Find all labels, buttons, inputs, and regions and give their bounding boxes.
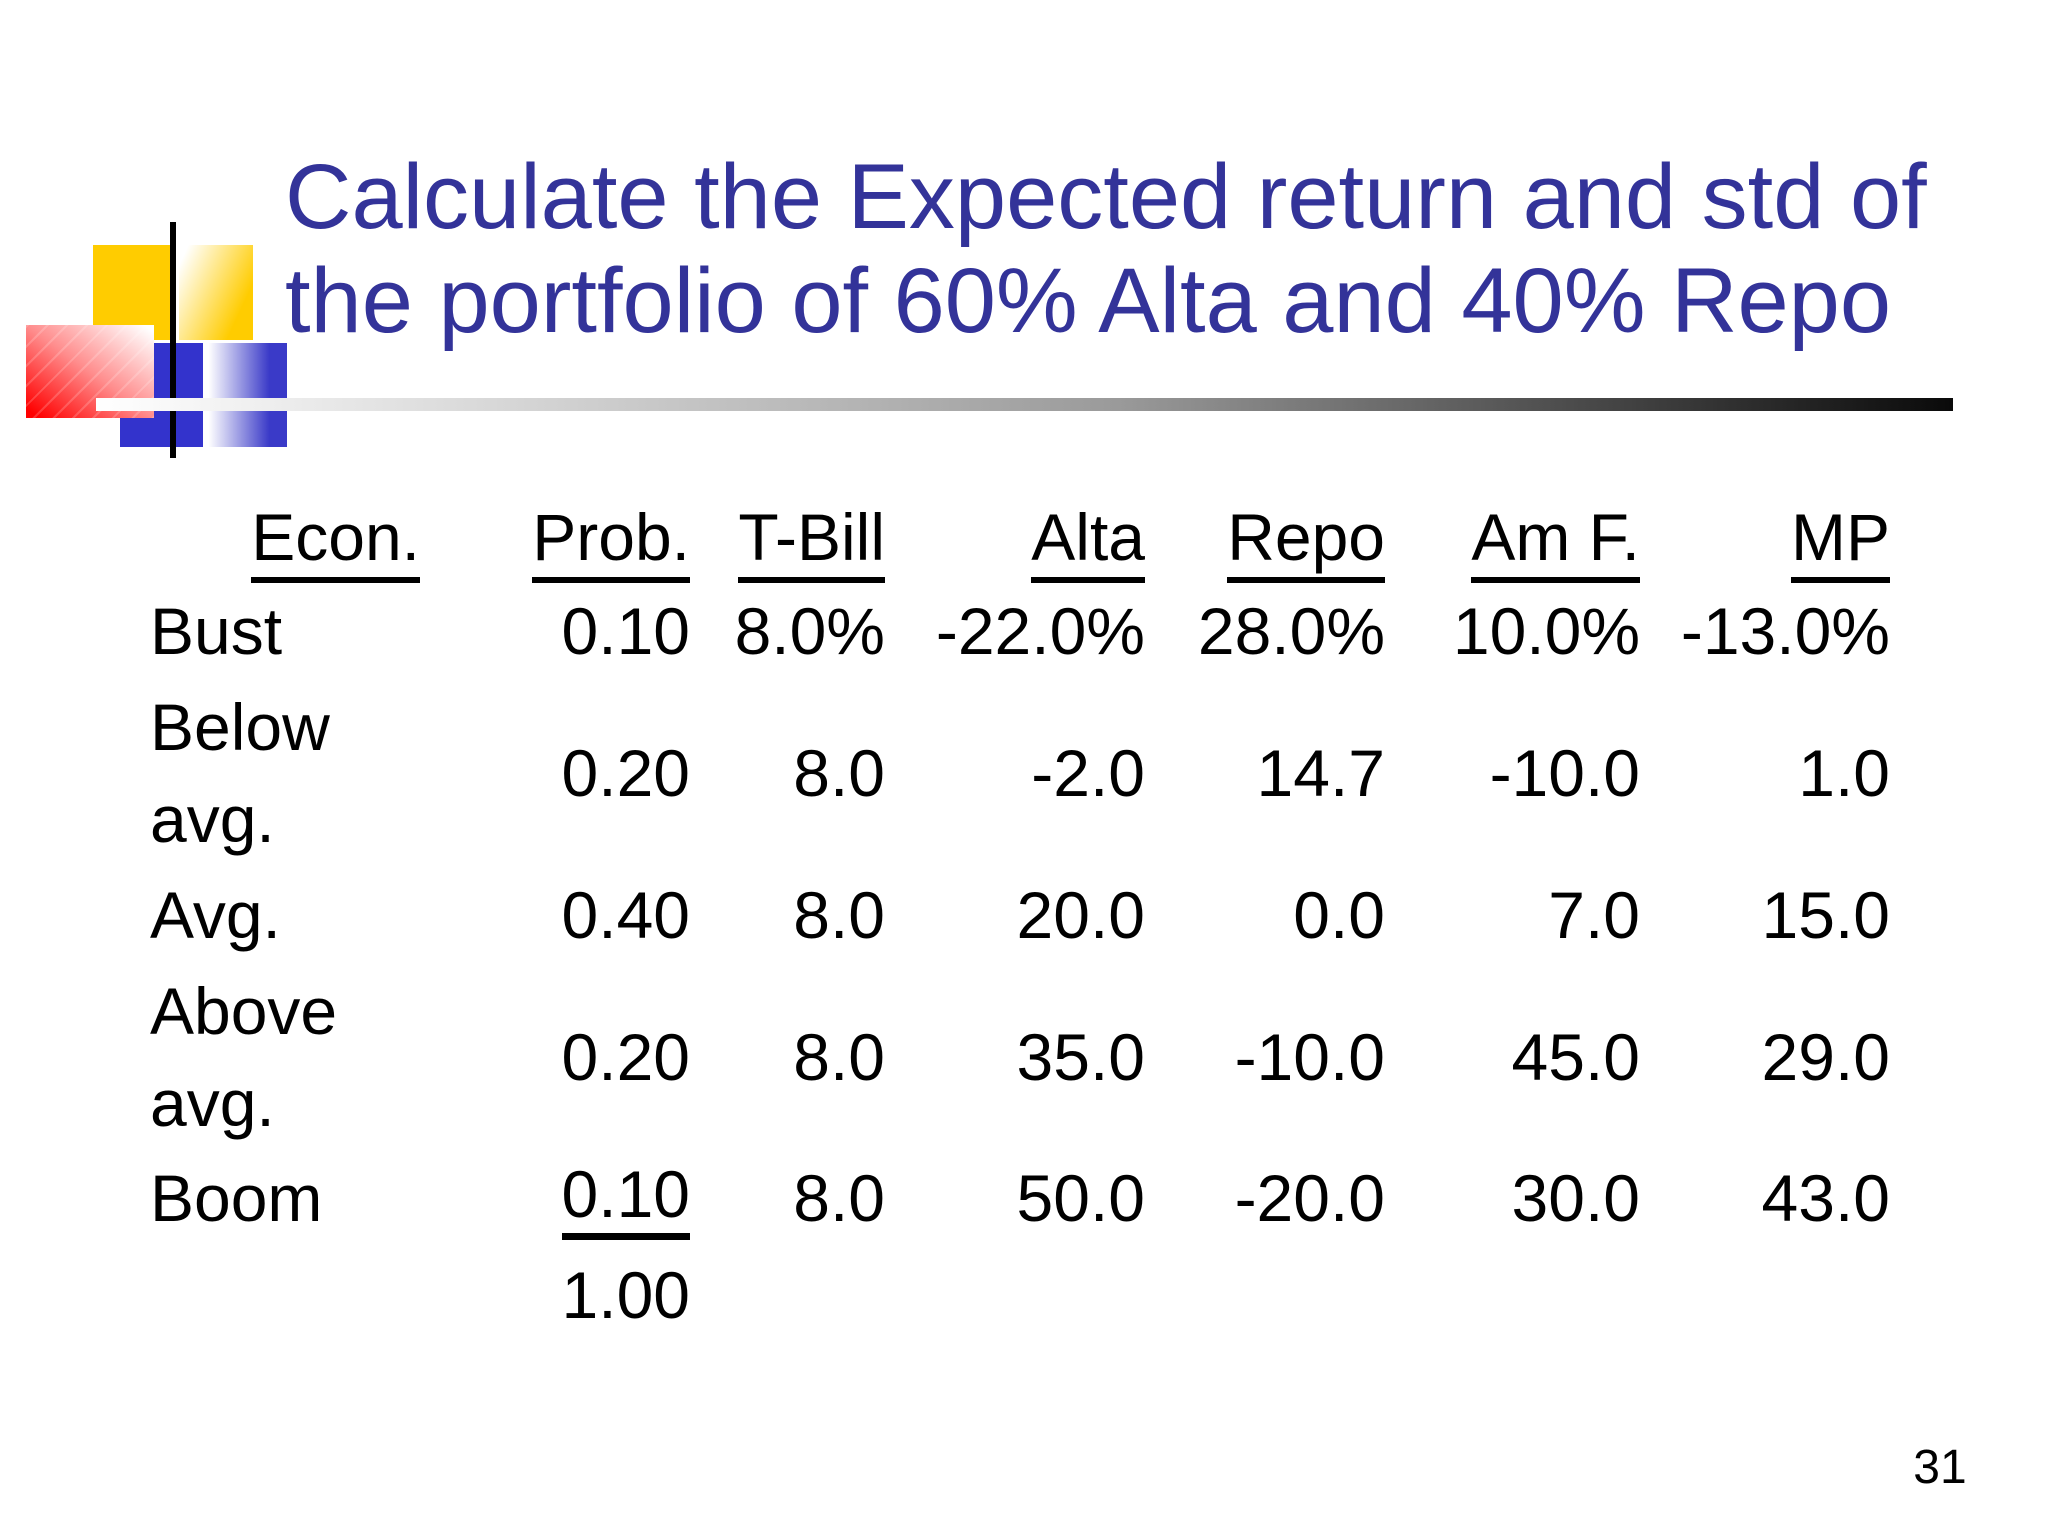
row-label: Avg.	[150, 878, 281, 953]
header-cell-amf: Am F.	[1385, 500, 1640, 584]
table-row-above-avg: Above avg. 0.20 8.0 35.0 -10.0 45.0 29.0	[150, 963, 1890, 1151]
cell-alta: 50.0	[1016, 1161, 1145, 1236]
cell-amf: 7.0	[1548, 878, 1640, 953]
slide-title-line1: Calculate the Expected return and std of	[285, 146, 1927, 248]
cell-alta: -2.0	[1031, 736, 1145, 811]
cell-mp: 29.0	[1761, 1020, 1890, 1095]
page-number: 31	[1913, 1441, 1967, 1494]
logo-blue-gradient-square	[207, 343, 287, 447]
header-cell-alta: Alta	[885, 500, 1145, 584]
cell-repo: 0.0	[1293, 878, 1385, 953]
logo-vertical-line	[170, 222, 176, 458]
row-label: Above avg.	[150, 973, 338, 1141]
slide-title: Calculate the Expected return and std of…	[285, 146, 1985, 354]
table-header-row: Econ. Prob. T-Bill Alta Repo Am F. MP	[150, 500, 1890, 584]
cell-amf: 30.0	[1511, 1161, 1640, 1236]
cell-mp: 43.0	[1761, 1161, 1890, 1236]
cell-prob: 0.40	[561, 878, 690, 953]
header-cell-mp: MP	[1640, 500, 1890, 584]
cell-total-prob: 1.00	[561, 1258, 690, 1333]
table-row-avg: Avg. 0.40 8.0 20.0 0.0 7.0 15.0	[150, 867, 1890, 963]
cell-mp: 15.0	[1761, 878, 1890, 953]
row-label: Boom	[150, 1161, 323, 1236]
cell-tbill: 8.0	[793, 1161, 885, 1236]
header-cell-prob: Prob.	[420, 500, 690, 584]
cell-repo: -10.0	[1234, 1020, 1385, 1095]
cell-prob: 0.10	[561, 594, 690, 669]
header-cell-tbill: T-Bill	[690, 500, 885, 584]
cell-amf: 45.0	[1511, 1020, 1640, 1095]
cell-alta: -22.0%	[935, 594, 1145, 669]
title-separator-line	[96, 398, 1953, 411]
slide-title-line2: the portfolio of 60% Alta and 40% Repo	[285, 249, 1892, 352]
table-row-below-avg: Below avg. 0.20 8.0 -2.0 14.7 -10.0 1.0	[150, 679, 1890, 867]
table-row-bust: Bust 0.10 8.0% -22.0% 28.0% 10.0% -13.0%	[150, 583, 1890, 679]
cell-repo: 14.7	[1256, 736, 1385, 811]
header-cell-repo: Repo	[1145, 500, 1385, 584]
cell-alta: 20.0	[1016, 878, 1145, 953]
cell-alta: 35.0	[1016, 1020, 1145, 1095]
table-row-boom: Boom 0.10 8.0 50.0 -20.0 30.0 43.0	[150, 1151, 1890, 1245]
cell-tbill: 8.0	[793, 736, 885, 811]
logo-yellow-square	[93, 245, 170, 340]
cell-amf: 10.0%	[1452, 594, 1640, 669]
table-row-total: 1.00	[150, 1245, 1890, 1345]
cell-repo: 28.0%	[1197, 594, 1385, 669]
cell-tbill: 8.0	[793, 878, 885, 953]
row-label: Bust	[150, 594, 283, 669]
cell-tbill: 8.0	[793, 1020, 885, 1095]
cell-repo: -20.0	[1234, 1161, 1385, 1236]
economy-returns-table: Econ. Prob. T-Bill Alta Repo Am F. MP Bu…	[150, 500, 1890, 1345]
cell-prob: 0.20	[561, 736, 690, 811]
row-label-empty	[150, 1245, 420, 1345]
cell-mp: -13.0%	[1680, 594, 1890, 669]
cell-mp: 1.0	[1798, 736, 1890, 811]
logo-yellow-gradient-square	[179, 245, 253, 340]
cell-prob: 0.20	[561, 1020, 690, 1095]
header-cell-econ: Econ.	[150, 500, 420, 584]
cell-tbill: 8.0%	[734, 594, 885, 669]
cell-amf: -10.0	[1489, 736, 1640, 811]
cell-prob: 0.10	[420, 1151, 690, 1245]
row-label: Below avg.	[150, 689, 330, 857]
